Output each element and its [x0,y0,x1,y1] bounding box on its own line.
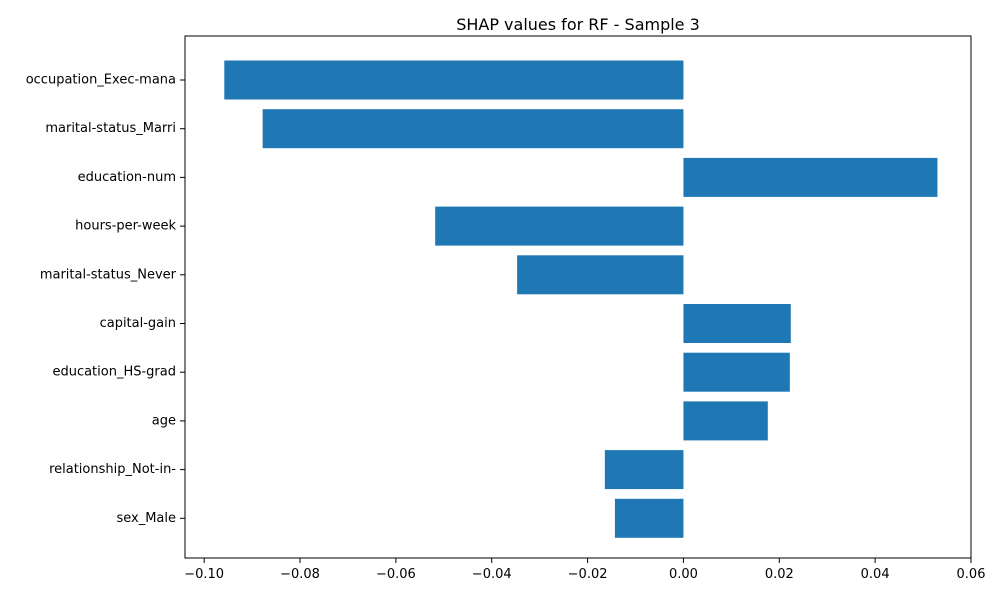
bar-marital-status_Never [517,255,684,295]
y-tick-label: relationship_Not-in- [49,462,176,477]
x-tick-label: −0.10 [184,567,224,582]
bar-marital-status_Marri [262,109,684,149]
y-tick-label: education-num [78,170,176,185]
x-tick-label: 0.00 [669,567,698,582]
bar-hours-per-week [435,206,684,246]
x-tick-label: 0.02 [765,567,794,582]
x-tick-label: −0.08 [280,567,320,582]
y-tick-label: sex_Male [116,511,176,526]
y-tick-label: capital-gain [100,316,176,331]
bar-education-num [683,157,938,197]
bars-group [224,60,938,538]
bar-relationship_Not-in- [604,450,684,490]
y-tick-labels: occupation_Exec-mana marital-status_Marri… [26,73,185,526]
x-tick-label: −0.02 [568,567,608,582]
bar-sex_Male [614,498,684,538]
chart-title: SHAP values for RF - Sample 3 [456,15,700,34]
x-ticks: −0.10 −0.08 −0.06 −0.04 −0.02 0.00 0.02 0.04 0.0… [184,558,985,582]
bar-capital-gain [683,304,791,343]
y-tick-label: marital-status_Marri [45,121,176,136]
y-tick-label: occupation_Exec-mana [26,73,176,88]
plot-frame [184,35,972,559]
bar-education_HS-grad [683,352,790,392]
x-tick-label: −0.04 [472,567,512,582]
x-tick-label: −0.06 [376,567,416,582]
y-tick-label: education_HS-grad [52,365,176,380]
bar-occupation_Exec-mana [224,60,684,100]
x-tick-label: 0.04 [861,567,890,582]
y-tick-label: hours-per-week [75,219,176,234]
x-tick-label: 0.06 [957,567,986,582]
y-tick-label: age [152,413,176,428]
bar-age [683,401,768,441]
y-tick-label: marital-status_Never [40,267,177,282]
